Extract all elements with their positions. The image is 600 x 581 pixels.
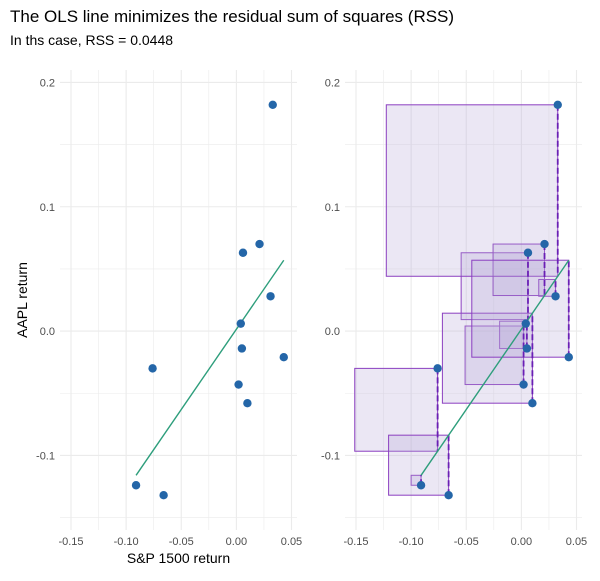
right-panel-residual-square bbox=[354, 367, 439, 452]
left-panel-data-point bbox=[236, 319, 245, 328]
right-panel-data-point bbox=[528, 398, 537, 408]
left-panel-data-point bbox=[238, 248, 248, 257]
right-panel-x-tick-label: -0.05 bbox=[454, 536, 479, 548]
right-panel-data-point bbox=[522, 344, 532, 353]
right-panel-x-tick-label: -0.15 bbox=[343, 536, 368, 548]
right-panel-y-tick-label: 0.1 bbox=[325, 202, 340, 214]
right-panel-y-tick-label: 0.0 bbox=[325, 326, 340, 338]
left-panel-y-tick-label: 0.0 bbox=[40, 326, 55, 338]
left-panel-y-tick-label: -0.1 bbox=[36, 450, 55, 462]
right-panel-residual-square bbox=[538, 278, 557, 297]
left-panel-data-point bbox=[159, 490, 168, 500]
left-panel-x-tick-label: 0.00 bbox=[226, 536, 247, 548]
left-panel-y-tick-label: 0.1 bbox=[40, 202, 55, 214]
right-panel-ols-fit-line bbox=[420, 259, 570, 476]
left-panel-data-point bbox=[131, 481, 141, 490]
left-panel-data-point bbox=[266, 292, 275, 301]
chart-title: The OLS line minimizes the residual sum … bbox=[10, 7, 455, 26]
right-panel-data-point bbox=[564, 352, 573, 362]
right-panel-x-tick-label: 0.00 bbox=[511, 536, 532, 548]
left-panel-data-point bbox=[234, 380, 243, 389]
right-panel-data-point bbox=[553, 100, 562, 110]
right-panel-data-point bbox=[519, 380, 528, 389]
right-panel-data-point bbox=[521, 319, 530, 328]
right-panel-residual-square bbox=[492, 243, 546, 297]
chart-subtitle: In ths case, RSS = 0.0448 bbox=[10, 32, 174, 48]
left-panel-x-tick-label: -0.05 bbox=[169, 536, 194, 548]
right-panel-y-tick-label: 0.2 bbox=[325, 77, 340, 89]
left-panel-data-point bbox=[279, 352, 288, 362]
left-panel-x-tick-label: -0.15 bbox=[58, 536, 83, 548]
left-panel-y-axis-label: AAPL return bbox=[14, 262, 30, 338]
right-panel-residual-square bbox=[441, 312, 533, 404]
left-panel-data-point bbox=[255, 239, 264, 249]
right-panel-data-point bbox=[540, 239, 549, 249]
left-panel-data-point bbox=[148, 364, 157, 373]
right-panel-x-tick-label: -0.10 bbox=[399, 536, 424, 548]
left-panel-x-axis-label: S&P 1500 return bbox=[127, 550, 230, 566]
right-panel-data-point bbox=[523, 248, 533, 257]
right-panel-y-tick-label: -0.1 bbox=[321, 450, 340, 462]
left-panel-x-tick-label: 0.05 bbox=[281, 536, 302, 548]
right-panel-data-point bbox=[433, 364, 442, 373]
left-panel-ols-fit-line bbox=[135, 259, 285, 476]
left-panel-x-tick-label: -0.10 bbox=[114, 536, 139, 548]
left-panel-data-point bbox=[268, 100, 277, 110]
right-panel-residual-square bbox=[464, 325, 525, 386]
right-panel-data-point bbox=[551, 292, 560, 301]
left-panel-data-point bbox=[237, 344, 247, 353]
left-panel-y-tick-label: 0.2 bbox=[40, 77, 55, 89]
right-panel-residual-square bbox=[471, 259, 570, 358]
left-panel-data-point bbox=[243, 398, 252, 408]
right-panel-data-point bbox=[416, 481, 426, 490]
right-panel-data-point bbox=[444, 490, 453, 500]
right-panel-x-tick-label: 0.05 bbox=[566, 536, 587, 548]
right-panel-residual-square bbox=[385, 104, 559, 277]
